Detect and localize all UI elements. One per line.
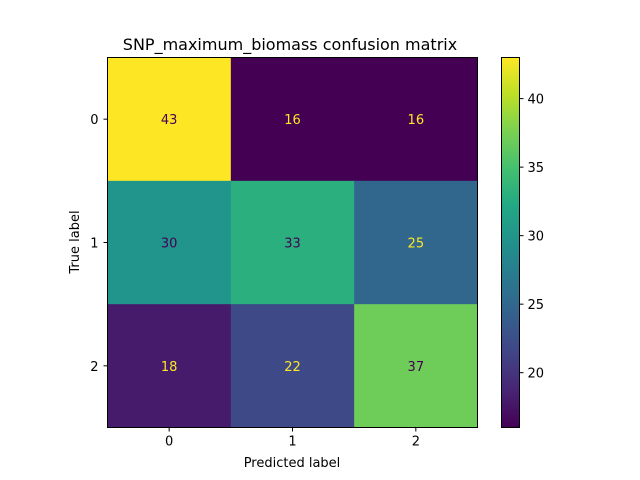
y-axis-ticks: 0 1 2 bbox=[90, 113, 108, 375]
heatmap-cell bbox=[230, 57, 355, 182]
chart-title: SNP_maximum_biomass confusion matrix bbox=[123, 35, 457, 55]
y-tick-label: 1 bbox=[90, 237, 98, 252]
x-tick-label: 1 bbox=[288, 435, 296, 450]
colorbar bbox=[501, 57, 520, 428]
heatmap-cell-label: 43 bbox=[161, 113, 178, 128]
heatmap-cell-label: 18 bbox=[161, 360, 178, 375]
colorbar-tick-label: 30 bbox=[528, 230, 545, 245]
y-tick-label: 2 bbox=[90, 360, 98, 375]
colorbar-ticks: 20 25 30 35 40 bbox=[519, 93, 545, 382]
heatmap-cell-label: 33 bbox=[284, 237, 301, 252]
x-tick-label: 2 bbox=[412, 435, 420, 450]
colorbar-tick-label: 40 bbox=[528, 93, 545, 108]
heatmap-cell bbox=[107, 304, 232, 428]
heatmap-cell bbox=[354, 57, 478, 182]
heatmap-cell-labels: 43 16 16 30 33 25 18 22 37 bbox=[161, 113, 424, 375]
y-axis-label: True label bbox=[68, 210, 83, 274]
heatmap-cell-label: 37 bbox=[408, 360, 425, 375]
heatmap-cell-label: 16 bbox=[284, 113, 301, 128]
heatmap-cell bbox=[354, 304, 478, 428]
x-tick-label: 0 bbox=[165, 435, 173, 450]
colorbar-tick-label: 35 bbox=[528, 161, 545, 176]
heatmap-cell-label: 22 bbox=[284, 360, 301, 375]
heatmap-cell-label: 30 bbox=[161, 237, 178, 252]
heatmap-cell-label: 16 bbox=[408, 113, 425, 128]
heatmap-cells bbox=[107, 57, 478, 428]
x-axis-ticks: 0 1 2 bbox=[165, 427, 420, 450]
heatmap-cell-label: 25 bbox=[408, 237, 425, 252]
x-axis-label: Predicted label bbox=[244, 456, 341, 471]
heatmap-cell bbox=[354, 180, 478, 305]
colorbar-tick-label: 20 bbox=[528, 367, 545, 382]
heatmap-cell bbox=[107, 57, 232, 182]
heatmap-cell bbox=[230, 180, 355, 305]
heatmap-cell bbox=[107, 180, 232, 305]
heatmap-cell bbox=[230, 304, 355, 428]
colorbar-tick-label: 25 bbox=[528, 298, 545, 313]
y-tick-label: 0 bbox=[90, 113, 98, 128]
